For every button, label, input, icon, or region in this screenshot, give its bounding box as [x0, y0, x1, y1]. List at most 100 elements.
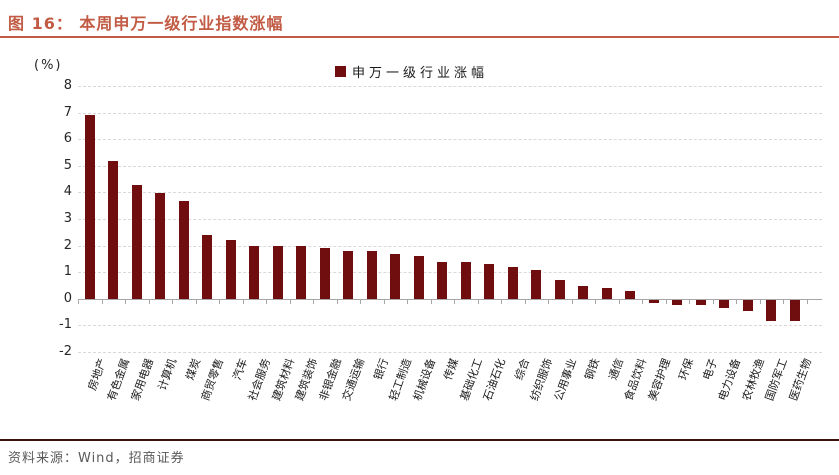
- x-axis-label: 计算机: [155, 356, 180, 393]
- axis-tick: [760, 299, 761, 304]
- axis-tick: [595, 299, 596, 304]
- bar: [108, 160, 119, 299]
- bar: [155, 192, 166, 299]
- axis-tick: [713, 299, 714, 304]
- y-axis-tick-label: 5: [63, 157, 72, 173]
- bar: [343, 250, 354, 299]
- axis-tick: [478, 299, 479, 304]
- bar: [695, 299, 706, 305]
- gridline: [78, 325, 822, 327]
- bar: [601, 287, 612, 299]
- axis-tick: [219, 299, 220, 304]
- source-note: 资料来源：Wind，招商证券: [8, 451, 185, 466]
- axis-tick: [642, 299, 643, 304]
- bar: [202, 234, 213, 299]
- gridline: [78, 245, 822, 247]
- bar: [296, 245, 307, 299]
- x-axis-label: 综合: [512, 356, 532, 382]
- gridline: [78, 112, 822, 114]
- plot-area: [78, 86, 822, 353]
- bar: [178, 200, 189, 299]
- bar: [413, 255, 424, 299]
- y-axis-tick-label: -1: [59, 317, 72, 333]
- x-axis-label: 银行: [371, 356, 391, 382]
- gridline: [78, 86, 822, 87]
- bar: [437, 261, 448, 299]
- axis-tick: [807, 299, 808, 304]
- bar: [625, 290, 636, 299]
- axis-tick: [149, 299, 150, 304]
- gridline: [78, 272, 822, 274]
- axis-tick: [337, 299, 338, 304]
- legend-label: 申万一级行业涨幅: [352, 66, 489, 81]
- bar: [531, 269, 542, 299]
- axis-tick: [172, 299, 173, 304]
- y-axis-tick-label: 7: [63, 104, 72, 120]
- axis-tick: [619, 299, 620, 304]
- bar: [272, 245, 283, 299]
- bar: [390, 253, 401, 299]
- bar: [84, 114, 95, 299]
- x-axis-label: 环保: [676, 356, 697, 382]
- axis-tick: [666, 299, 667, 304]
- bar: [766, 299, 777, 321]
- y-axis-unit-label: (%): [34, 58, 63, 73]
- x-axis-label: 电子: [700, 356, 720, 382]
- axis-tick: [196, 299, 197, 304]
- figure-title: 图 16： 本周申万一级行业指数涨幅: [8, 14, 284, 33]
- axis-tick: [407, 299, 408, 304]
- bar: [225, 239, 236, 299]
- y-axis-tick-label: 8: [63, 78, 72, 93]
- axis-tick: [360, 299, 361, 304]
- axis-tick: [384, 299, 385, 304]
- axis-tick: [783, 299, 784, 304]
- y-axis-tick-label: 4: [63, 184, 72, 200]
- legend-marker-icon: [335, 66, 346, 77]
- gridline: [78, 192, 822, 194]
- bar: [648, 299, 659, 303]
- bar: [789, 299, 800, 321]
- bar: [719, 299, 730, 308]
- x-axis-labels: 房地产 有色金属 家用电器 计算机 煤炭 商贸零售 汽车 社会服务 建筑材料 建筑装饰 非银金融 交通…: [78, 356, 822, 448]
- y-axis-tick-label: 6: [63, 131, 72, 147]
- axis-tick: [78, 299, 79, 304]
- gridline: [78, 139, 822, 141]
- axis-tick: [431, 299, 432, 304]
- bar: [460, 261, 471, 299]
- y-axis-tick-label: 3: [63, 211, 72, 226]
- x-axis-label: 汽车: [230, 356, 250, 382]
- y-axis-tick-label: 0: [63, 290, 72, 306]
- footer-separator: [0, 439, 839, 441]
- y-axis-tick-label: 1: [63, 264, 72, 280]
- x-axis-label: 传媒: [441, 356, 462, 382]
- bar: [249, 245, 260, 299]
- bar: [578, 285, 589, 299]
- x-axis-label: 钢铁: [582, 356, 603, 382]
- bar: [672, 299, 683, 305]
- axis-tick: [243, 299, 244, 304]
- bar: [742, 299, 753, 311]
- y-axis-tick-label: -2: [59, 344, 72, 359]
- axis-tick: [501, 299, 502, 304]
- bar: [554, 279, 565, 299]
- axis-tick: [454, 299, 455, 304]
- bar: [507, 266, 518, 299]
- axis-tick: [102, 299, 103, 304]
- gridline: [78, 219, 822, 220]
- axis-tick: [689, 299, 690, 304]
- x-axis-label: 通信: [606, 356, 626, 382]
- bar: [366, 250, 377, 299]
- y-axis-tick-label: 2: [63, 237, 72, 253]
- axis-tick: [290, 299, 291, 304]
- axis-tick: [266, 299, 267, 304]
- x-axis-label: 煤炭: [183, 356, 203, 382]
- title-underline: [0, 36, 839, 38]
- gridline: [78, 165, 822, 167]
- axis-tick: [548, 299, 549, 304]
- legend: 申万一级行业涨幅: [335, 62, 488, 81]
- axis-tick: [313, 299, 314, 304]
- bar: [484, 263, 495, 299]
- zero-axis-line: [78, 298, 822, 300]
- axis-tick: [125, 299, 126, 304]
